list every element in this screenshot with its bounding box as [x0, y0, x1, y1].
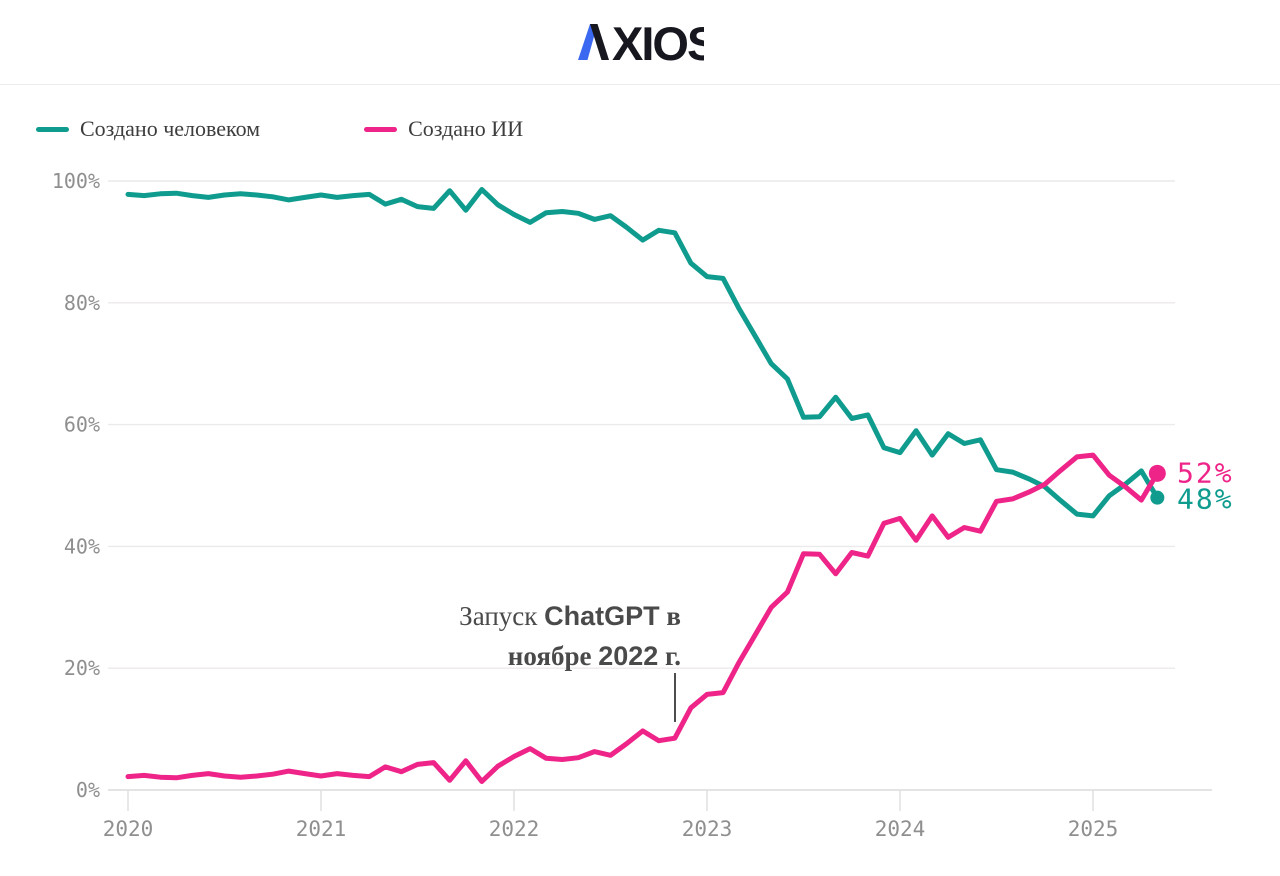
page-header: XIOS — [0, 0, 1280, 85]
x-axis-label: 2020 — [103, 817, 154, 841]
y-axis-label: 0% — [76, 778, 100, 802]
annotation-line-1: Запуск ChatGPT в — [0, 596, 681, 636]
y-axis-label: 60% — [64, 413, 100, 437]
y-axis-label: 100% — [52, 169, 100, 193]
annotation-text: г. — [658, 641, 681, 671]
x-axis-label: 2024 — [875, 817, 926, 841]
human-end-label: 48% — [1177, 483, 1234, 516]
legend-label-human: Создано человеком — [80, 116, 261, 141]
ai-line-swatch — [364, 126, 398, 132]
annotation-text: Запуск — [459, 601, 545, 631]
ai-end-dot — [1148, 464, 1166, 482]
legend-label-ai: Создано ИИ — [408, 116, 524, 141]
annotation-text: ChatGPT — [544, 601, 660, 631]
y-axis-label: 80% — [64, 291, 100, 315]
ai-end-label: 52% — [1177, 457, 1234, 490]
human-series-line — [125, 187, 1160, 519]
logo-lambda-left-stroke — [578, 24, 598, 60]
y-axis-label: 20% — [64, 656, 100, 680]
logo-text: XIOS — [612, 21, 704, 63]
x-axis-label: 2021 — [296, 817, 347, 841]
x-axis-label: 2023 — [682, 817, 733, 841]
logo-lambda-right-stroke — [590, 24, 609, 60]
annotation-line-2: ноябре 2022 г. — [0, 636, 681, 676]
human-end-dot — [1150, 490, 1165, 505]
legend-item-human: Создано человеком — [36, 116, 260, 142]
chart-legend: Создано человеком Создано ИИ — [36, 116, 523, 142]
chatgpt-annotation: Запуск ChatGPT в ноябре 2022 г. — [0, 596, 681, 676]
legend-item-ai: Создано ИИ — [364, 116, 523, 142]
ai-series-line — [125, 452, 1160, 784]
annotation-text: ноябре — [507, 641, 599, 671]
y-axis-label: 40% — [64, 534, 100, 558]
axios-logo: XIOS — [578, 21, 704, 63]
human-line-swatch — [36, 126, 69, 132]
line-chart: 0% 20% 40% 60% 80% 100% 2020 2021 2022 2023 2024 20… — [52, 169, 1234, 841]
x-axis-label: 2022 — [489, 817, 540, 841]
annotation-text: в — [659, 601, 681, 631]
x-axis-label: 2025 — [1068, 817, 1119, 841]
annotation-pointer-line — [674, 673, 676, 722]
annotation-text: 2022 — [598, 641, 659, 671]
